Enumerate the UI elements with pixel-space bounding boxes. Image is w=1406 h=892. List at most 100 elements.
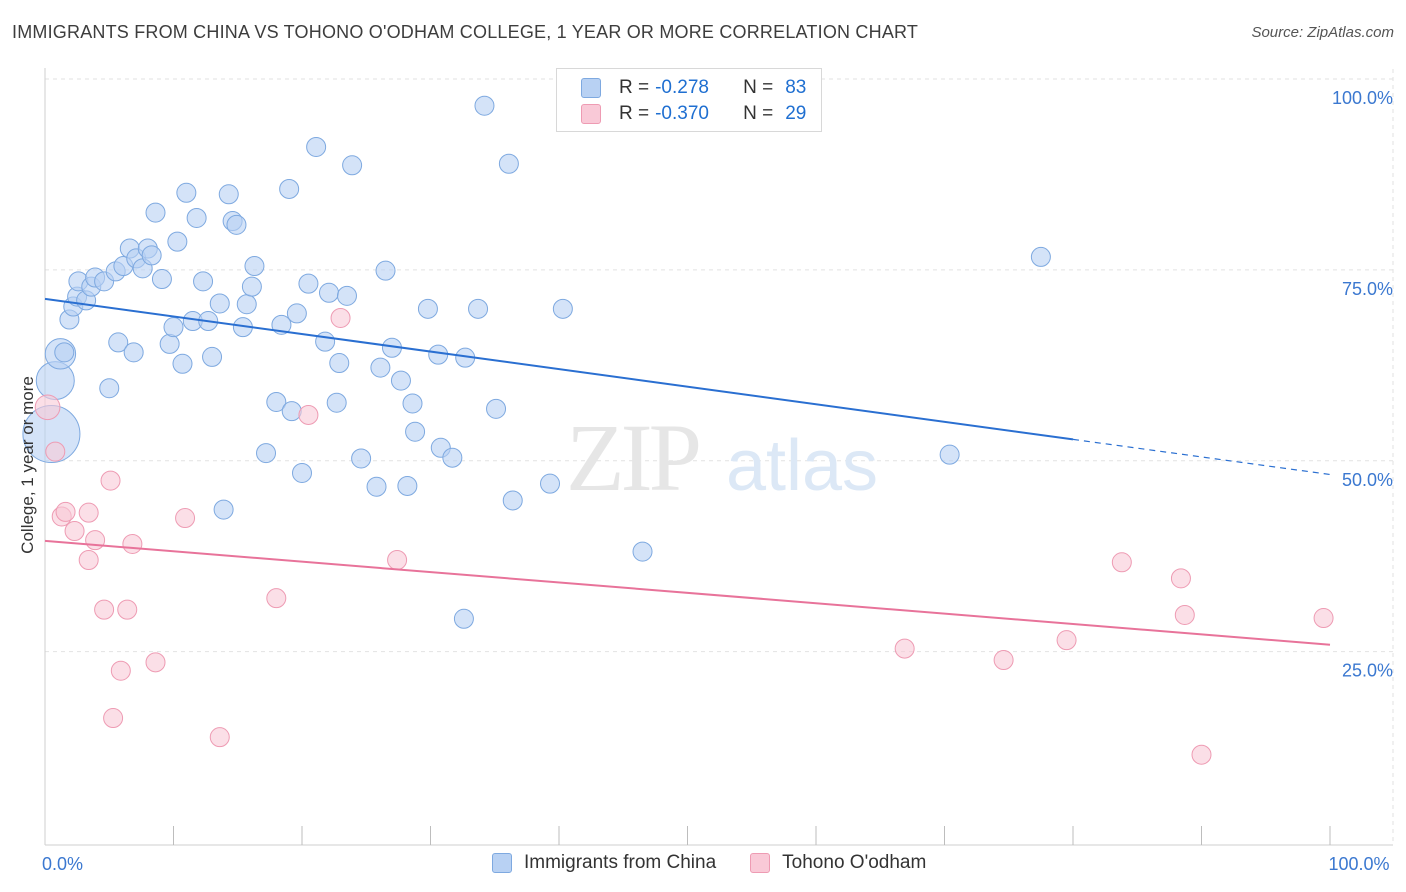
china-point-33 — [202, 346, 223, 367]
china-point-61 — [375, 260, 396, 281]
legend-swatch-china — [581, 78, 601, 98]
china-point-65 — [402, 393, 423, 414]
chart-title: IMMIGRANTS FROM CHINA VS TOHONO O'ODHAM … — [12, 22, 919, 42]
china-point-34 — [209, 293, 230, 314]
y-axis-label: College, 1 year or more — [18, 376, 37, 554]
tohono-point-9 — [100, 470, 121, 491]
legend-row-china: R = -0.278 N = 83 — [581, 77, 806, 99]
tohono-point-8 — [94, 599, 115, 620]
tohono-point-11 — [110, 660, 131, 681]
tohono-point-19 — [330, 307, 351, 328]
china-point-79 — [552, 298, 573, 319]
tohono-point-27 — [1191, 744, 1212, 765]
legend-r-label: R = — [619, 77, 650, 98]
china-point-26 — [167, 231, 188, 252]
tohono-point-13 — [122, 533, 143, 554]
china-point-28 — [176, 182, 197, 203]
china-point-64 — [397, 475, 418, 496]
china-point-60 — [370, 357, 391, 378]
tohono-point-20 — [387, 550, 408, 571]
watermark: ZIP atlas — [566, 404, 878, 511]
china-point-12 — [99, 378, 120, 399]
china-point-70 — [442, 447, 463, 468]
china-point-73 — [468, 298, 489, 319]
tohono-point-10 — [103, 708, 124, 729]
china-point-17 — [123, 342, 144, 363]
series-china-points — [22, 95, 1051, 629]
china-point-78 — [540, 473, 561, 494]
china-point-59 — [366, 476, 387, 497]
china-point-30 — [186, 207, 207, 228]
china-point-27 — [172, 353, 193, 374]
y-tick-label-25: 25.0% — [1342, 661, 1393, 681]
legend-n-label: N = — [743, 103, 774, 124]
tohono-point-18 — [298, 404, 319, 425]
china-point-66 — [405, 421, 426, 442]
tohono-point-22 — [993, 650, 1014, 671]
legend-n-label: N = — [743, 77, 774, 98]
x-tick-label-0: 0.0% — [42, 854, 83, 874]
china-point-44 — [266, 391, 287, 412]
tohono-point-1 — [45, 441, 66, 462]
china-point-22 — [145, 202, 166, 223]
china-point-41 — [241, 276, 262, 297]
legend-r-value-china: -0.278 — [655, 77, 709, 98]
china-point-80 — [632, 541, 653, 562]
china-point-21 — [141, 245, 162, 266]
tohono-point-23 — [1056, 630, 1077, 651]
bottom-legend-item-china[interactable]: Immigrants from China — [492, 852, 716, 874]
bottom-legend-label-tohono: Tohono O'odham — [782, 852, 927, 873]
china-point-71 — [453, 608, 474, 629]
china-point-42 — [244, 256, 265, 277]
china-point-24 — [159, 333, 180, 354]
china-point-53 — [318, 282, 339, 303]
china-point-68 — [428, 344, 449, 365]
x-tick-label-100: 100.0% — [1328, 854, 1389, 874]
tohono-point-3 — [55, 501, 76, 522]
series-tohono-points — [34, 307, 1334, 765]
tohono-point-7 — [85, 530, 106, 551]
china-point-75 — [486, 398, 507, 419]
china-point-56 — [336, 285, 357, 306]
bottom-legend-item-tohono[interactable]: Tohono O'odham — [750, 852, 926, 874]
bottom-legend: Immigrants from China Tohono O'odham — [492, 852, 960, 874]
china-point-46 — [279, 178, 300, 199]
china-point-48 — [286, 303, 307, 324]
tohono-point-26 — [1174, 604, 1195, 625]
tohono-point-14 — [145, 652, 166, 673]
china-point-51 — [306, 136, 327, 157]
trend-lines — [44, 297, 1331, 646]
legend-box: R = -0.278 N = 83 R = -0.370 N = 29 — [556, 68, 822, 132]
china-point-55 — [329, 353, 350, 374]
china-point-76 — [498, 153, 519, 174]
legend-r-label: R = — [619, 103, 650, 124]
tohono-point-12 — [117, 599, 138, 620]
trend-line-china-extension — [1072, 438, 1331, 476]
legend-row-tohono: R = -0.370 N = 29 — [581, 103, 806, 125]
china-point-3 — [54, 342, 75, 363]
china-point-63 — [390, 370, 411, 391]
tohono-point-28 — [1313, 608, 1334, 629]
china-point-25 — [163, 317, 184, 338]
china-point-43 — [256, 443, 277, 464]
tohono-point-0 — [34, 394, 61, 421]
china-point-52 — [315, 331, 336, 352]
china-point-77 — [502, 490, 523, 511]
y-tick-label-75: 75.0% — [1342, 279, 1393, 299]
china-point-38 — [226, 214, 247, 235]
tohono-point-17 — [266, 588, 287, 609]
china-point-23 — [151, 269, 172, 290]
legend-n-value-tohono: 29 — [785, 103, 807, 124]
china-point-57 — [342, 155, 363, 176]
y-tick-label-50: 50.0% — [1342, 470, 1393, 490]
trend-line-china — [44, 297, 1074, 441]
y-tick-label-100: 100.0% — [1332, 88, 1393, 108]
legend-n-value-china: 83 — [785, 77, 807, 98]
legend-swatch-tohono — [581, 104, 601, 124]
bottom-legend-label-china: Immigrants from China — [524, 852, 717, 873]
china-point-54 — [326, 392, 347, 413]
watermark-zip: ZIP — [566, 404, 699, 511]
tohono-point-5 — [78, 502, 99, 523]
china-point-14 — [108, 332, 129, 353]
